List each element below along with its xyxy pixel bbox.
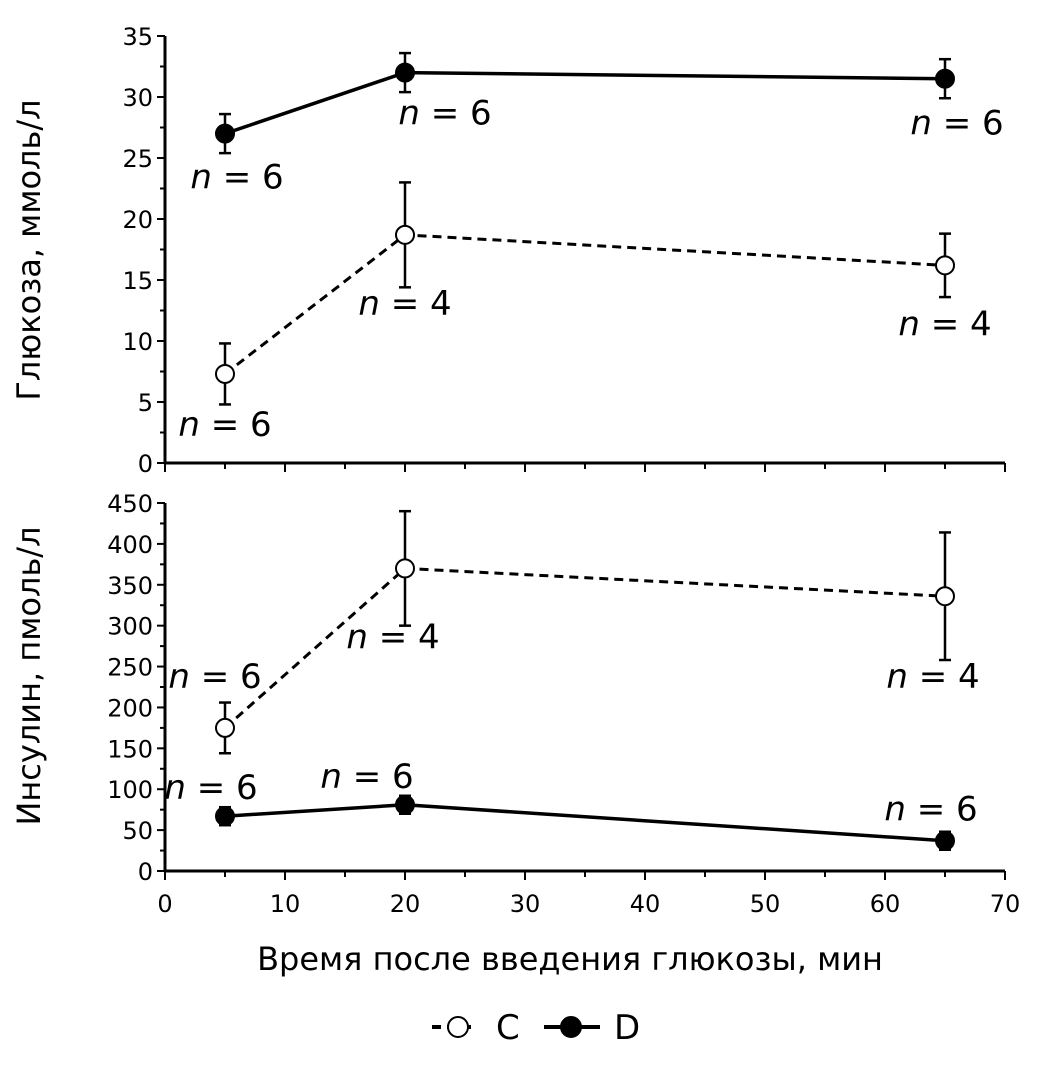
insulin-y-tick-label: 200 [107,694,153,722]
legend: C D [432,1008,640,1048]
glucose-n-label: n = 6 [398,94,491,134]
glucose-series-c-point [395,224,415,245]
insulin-y-tick-label: 150 [107,735,153,763]
glucose-n-label: n = 6 [190,158,283,198]
glucose-y-tick-label: 10 [122,328,153,356]
legend-d-marker [560,1016,582,1038]
data-markers [215,62,955,851]
x-tick-label: 50 [750,890,781,918]
glucose-series-c-point [935,255,955,276]
glucose-y-tick-label: 30 [122,84,153,112]
glucose-series-d-line [224,70,946,136]
insulin-n-label: n = 6 [168,657,261,697]
y-axis-title-glucose: Глюкоза, ммоль/л [10,99,48,400]
series-lines [224,70,946,843]
insulin-y-tick-label: 100 [107,776,153,804]
insulin-series-c-line [224,566,946,730]
x-tick-label: 60 [870,890,901,918]
legend-c-marker [447,1016,469,1038]
glucose-y-tick-label: 5 [138,389,153,417]
insulin-series-c-point [935,586,955,607]
insulin-series-c-point [215,717,235,738]
glucose-series-d-point [395,62,415,83]
insulin-y-tick-label: 400 [107,531,153,559]
labels: Глюкоза, ммоль/л Инсулин, пмоль/л Время … [10,94,1004,978]
insulin-n-label: n = 4 [346,617,439,657]
legend-c-label: C [496,1008,520,1048]
insulin-series-d-point [935,830,955,851]
insulin-y-tick-label: 0 [138,858,153,886]
insulin-series-d-point [395,794,415,815]
glucose-series-c-line [224,233,946,376]
insulin-y-tick-label: 300 [107,613,153,641]
insulin-n-label: n = 6 [164,768,257,808]
glucose-y-tick-label: 15 [122,267,153,295]
insulin-y-tick-label: 50 [122,817,153,845]
x-axis-title: Время после введения глюкозы, мин [257,940,883,978]
glucose-series-d-point [215,123,235,144]
x-tick-label: 0 [157,890,172,918]
error-bars [219,51,951,851]
glucose-series-d-point [935,68,955,89]
glucose-n-label: n = 6 [910,104,1003,144]
glucose-y-tick-label: 35 [122,23,153,51]
x-tick-label: 20 [390,890,421,918]
x-tick-label: 70 [990,890,1021,918]
insulin-series-d-line [224,803,946,843]
insulin-series-c-point [395,558,415,579]
x-tick-label: 30 [510,890,541,918]
insulin-y-tick-label: 450 [107,490,153,518]
insulin-y-tick-label: 350 [107,572,153,600]
legend-d-label: D [614,1008,640,1048]
insulin-series-d-point [215,806,235,827]
insulin-y-tick-label: 250 [107,654,153,682]
glucose-y-tick-label: 0 [138,450,153,478]
y-axis-title-insulin: Инсулин, пмоль/л [10,526,48,825]
glucose-y-tick-label: 25 [122,145,153,173]
insulin-n-label: n = 6 [884,790,977,830]
glucose-n-label: n = 6 [178,405,271,445]
x-tick-label: 10 [270,890,301,918]
glucose-series-c-point [215,363,235,384]
x-tick-label: 40 [630,890,661,918]
glucose-n-label: n = 4 [898,304,991,344]
glucose-y-tick-label: 20 [122,206,153,234]
insulin-n-label: n = 6 [320,757,413,797]
insulin-n-label: n = 4 [886,657,979,697]
glucose-n-label: n = 4 [358,284,451,324]
axes: 0510152025303505010015020025030035040045… [107,23,1020,918]
